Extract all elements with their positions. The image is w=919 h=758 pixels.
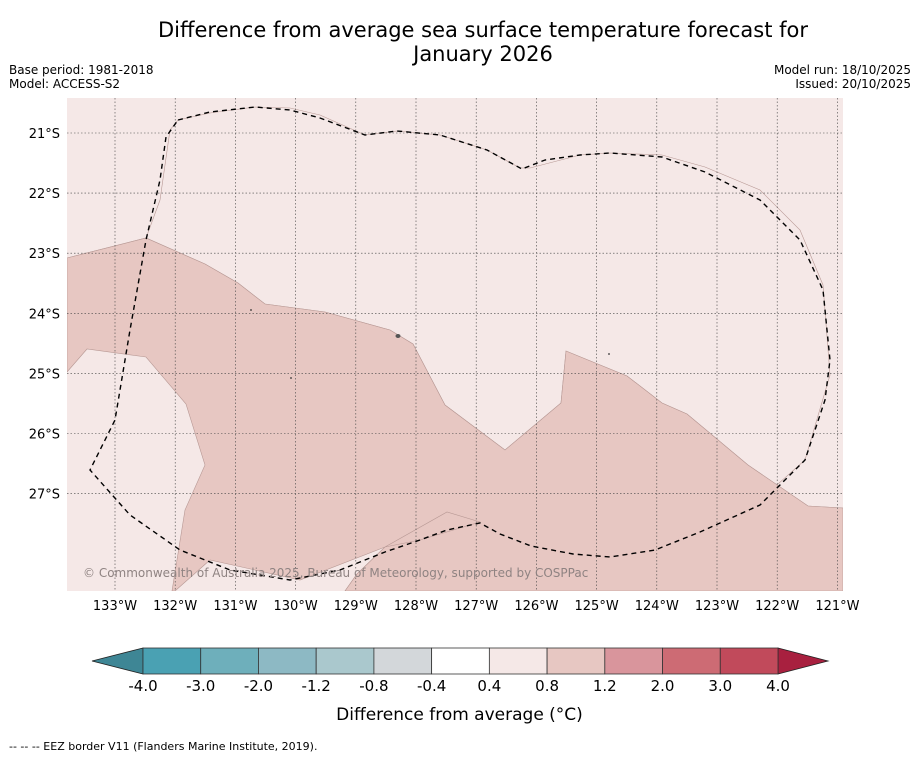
colorbar-tick-label: 4.0 bbox=[766, 677, 790, 695]
colorbar-segment bbox=[546, 647, 606, 675]
title-line-2: January 2026 bbox=[413, 42, 553, 66]
lat-tick-label: 23°S bbox=[29, 247, 60, 262]
colorbar-tick-label: -0.8 bbox=[359, 677, 388, 695]
latitude-labels: 21°S 22°S 23°S 24°S 25°S 26°S 27°S bbox=[29, 127, 60, 503]
colorbar-segment bbox=[604, 647, 663, 675]
colorbar-title: Difference from average (°C) bbox=[336, 705, 583, 725]
colorbar-tick-label: 1.2 bbox=[593, 677, 617, 695]
base-period: Base period: 1981-2018 bbox=[9, 63, 154, 77]
lat-tick-label: 24°S bbox=[29, 307, 60, 322]
lon-tick-label: 126°W bbox=[514, 599, 558, 614]
colorbar-over-arrow bbox=[777, 647, 830, 675]
lon-tick-label: 124°W bbox=[635, 599, 679, 614]
colorbar-tick-label: -3.0 bbox=[186, 677, 215, 695]
colorbar-tick-label: -1.2 bbox=[302, 677, 331, 695]
lat-tick-label: 25°S bbox=[29, 367, 60, 382]
lon-tick-label: 132°W bbox=[153, 599, 197, 614]
colorbar-segment bbox=[488, 647, 548, 675]
colorbar-segment bbox=[431, 647, 490, 675]
lon-tick-label: 123°W bbox=[695, 599, 739, 614]
longitude-labels: 133°W 132°W 131°W 130°W 129°W 128°W 127°W 126°W… bbox=[93, 599, 860, 614]
colorbar-segment bbox=[373, 647, 433, 675]
lat-tick-label: 26°S bbox=[29, 428, 60, 443]
colorbar-segment bbox=[662, 647, 721, 675]
issued-date: Issued: 20/10/2025 bbox=[795, 77, 911, 91]
colorbar-tick-label: 0.4 bbox=[477, 677, 501, 695]
lon-tick-label: 122°W bbox=[755, 599, 799, 614]
model-name: Model: ACCESS-S2 bbox=[9, 77, 121, 91]
colorbar-tick-label: 0.8 bbox=[535, 677, 559, 695]
island-marker bbox=[250, 309, 252, 311]
island-marker bbox=[290, 377, 292, 379]
lon-tick-label: 133°W bbox=[93, 599, 137, 614]
lon-tick-label: 128°W bbox=[394, 599, 438, 614]
lon-tick-label: 129°W bbox=[334, 599, 378, 614]
graticule bbox=[67, 98, 843, 591]
lon-tick-label: 127°W bbox=[454, 599, 498, 614]
colorbar-tick-label: -2.0 bbox=[244, 677, 273, 695]
lon-tick-label: 131°W bbox=[213, 599, 257, 614]
eez-legend-note: -- -- -- EEZ border V11 (Flanders Marine… bbox=[9, 740, 318, 753]
colorbar-segment bbox=[200, 647, 259, 675]
lon-tick-label: 130°W bbox=[274, 599, 318, 614]
colorbar-tick-label: 3.0 bbox=[708, 677, 732, 695]
lat-tick-label: 27°S bbox=[29, 488, 60, 503]
colorbar-tick-label: -4.0 bbox=[128, 677, 157, 695]
colorbar-segment bbox=[258, 647, 317, 675]
colorbar-segment bbox=[142, 647, 202, 675]
model-run: Model run: 18/10/2025 bbox=[773, 63, 911, 77]
island-marker bbox=[608, 353, 610, 355]
lon-tick-label: 121°W bbox=[815, 599, 859, 614]
meta-left: Base period: 1981-2018 Model: ACCESS-S2 bbox=[9, 63, 154, 91]
colorbar-segment bbox=[315, 647, 375, 675]
anomaly-main-area bbox=[67, 237, 843, 591]
title-line-1: Difference from average sea surface temp… bbox=[158, 18, 808, 42]
island-marker bbox=[395, 334, 401, 338]
colorbar-under-arrow bbox=[91, 647, 144, 675]
copyright-notice: © Commonwealth of Australia 2025, Bureau… bbox=[83, 566, 588, 580]
meta-right: Model run: 18/10/2025 Issued: 20/10/2025 bbox=[774, 63, 911, 91]
lon-tick-label: 125°W bbox=[575, 599, 619, 614]
lat-tick-label: 22°S bbox=[29, 187, 60, 202]
colorbar-segment bbox=[719, 647, 779, 675]
map-title: Difference from average sea surface temp… bbox=[0, 18, 919, 66]
colorbar-tick-label: 2.0 bbox=[651, 677, 675, 695]
colorbar-tick-label: -0.4 bbox=[417, 677, 446, 695]
colorbar: -4.0 -3.0 -2.0 -1.2 -0.8 -0.4 0.4 0.8 1.2 2.0 3.0 4… bbox=[91, 647, 830, 695]
lat-tick-label: 21°S bbox=[29, 127, 60, 142]
